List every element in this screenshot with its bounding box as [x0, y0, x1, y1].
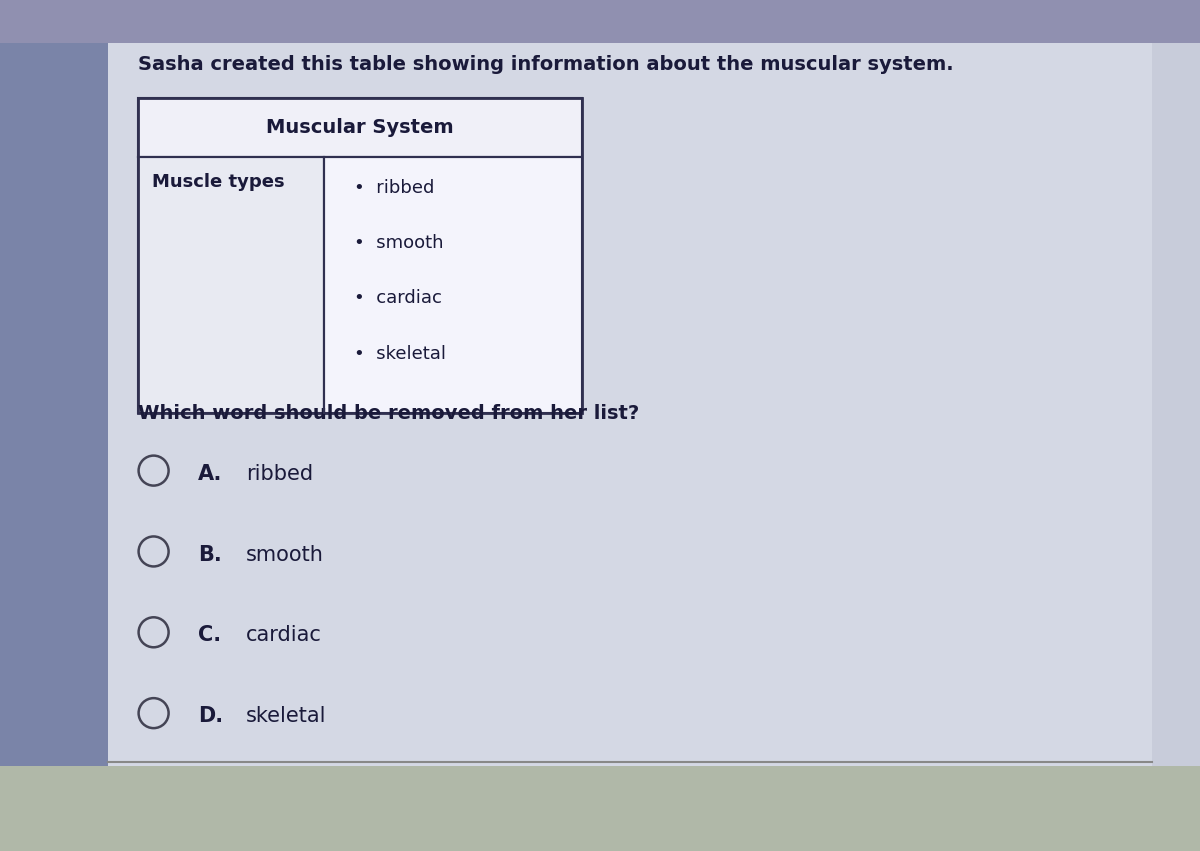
Text: A.: A.	[198, 464, 222, 484]
Text: Sasha created this table showing information about the muscular system.: Sasha created this table showing informa…	[138, 55, 954, 74]
Bar	[0, 0, 108, 851]
Bar	[108, 17, 1152, 783]
Text: Which word should be removed from her list?: Which word should be removed from her li…	[138, 404, 640, 423]
Bar	[138, 98, 582, 157]
Text: cardiac: cardiac	[246, 625, 322, 646]
Text: •  skeletal: • skeletal	[354, 345, 446, 363]
Bar	[138, 98, 582, 413]
Bar	[0, 766, 1200, 851]
Text: smooth: smooth	[246, 545, 324, 565]
Text: •  cardiac: • cardiac	[354, 289, 443, 307]
Bar	[324, 157, 582, 413]
Text: •  ribbed: • ribbed	[354, 179, 434, 197]
Text: Muscle types: Muscle types	[152, 173, 286, 191]
Text: Muscular System: Muscular System	[266, 118, 454, 137]
Bar	[138, 157, 324, 413]
Bar	[0, 0, 1200, 43]
Text: C.: C.	[198, 625, 221, 646]
Text: •  smooth: • smooth	[354, 234, 444, 252]
Text: D.: D.	[198, 706, 223, 727]
Text: skeletal: skeletal	[246, 706, 326, 727]
Text: B.: B.	[198, 545, 222, 565]
Text: ribbed: ribbed	[246, 464, 313, 484]
